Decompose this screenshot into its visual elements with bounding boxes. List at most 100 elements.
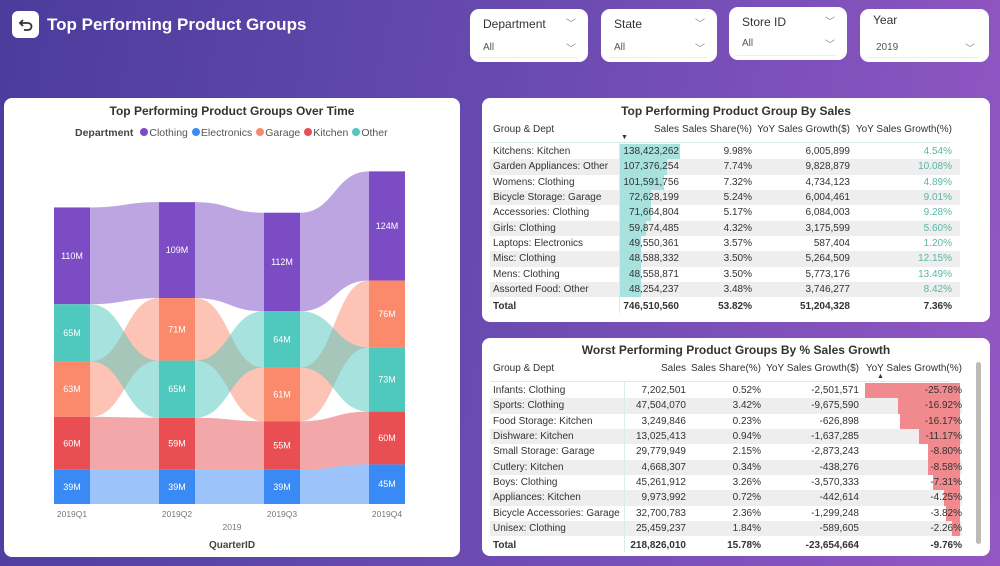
chevron-down-icon[interactable]: ﹀ <box>566 19 576 30</box>
table-row[interactable]: Cutlery: Kitchen 4,668,307 0.34% -438,276 -8… <box>490 459 962 476</box>
segment-other[interactable] <box>369 347 405 412</box>
ribbon-kitchen[interactable] <box>195 417 264 470</box>
ribbon-other[interactable] <box>195 311 264 418</box>
table-row[interactable]: Accessories: Clothing 71,664,804 5.17% 6,08… <box>490 205 960 221</box>
segment-garage[interactable] <box>369 280 405 348</box>
segment-clothing[interactable] <box>54 207 90 305</box>
legend-item-garage[interactable]: Garage <box>256 127 300 139</box>
table-row[interactable]: Small Storage: Garage 29,779,949 2.15% -2,8… <box>490 444 962 460</box>
segment-electronics[interactable] <box>159 469 195 504</box>
ribbon-clothing[interactable] <box>90 202 159 305</box>
chevron-down-icon[interactable]: ﹀ <box>566 44 576 55</box>
yoy-growth-dollars-cell: -442,614 <box>819 492 859 504</box>
worst-table: Group & Dept Sales Sales Share(%) YoY Sales… <box>490 360 962 555</box>
segment-clothing[interactable] <box>264 212 300 312</box>
segment-kitchen[interactable] <box>264 421 300 470</box>
ribbon-kitchen[interactable] <box>90 416 159 470</box>
chevron-down-icon[interactable]: ﹀ <box>825 40 835 51</box>
segment-other[interactable] <box>264 311 300 368</box>
ribbon-clothing[interactable] <box>300 171 369 312</box>
year-slicer[interactable]: Year 2019 ﹀ <box>860 9 989 62</box>
group-dept-cell: Misc: Clothing <box>493 253 556 265</box>
ribbon-electronics[interactable] <box>300 464 369 504</box>
sales-cell: 71,664,804 <box>628 207 679 219</box>
slicer-dropdown[interactable] <box>478 36 578 58</box>
ribbon-electronics[interactable] <box>90 469 159 504</box>
table-row[interactable]: Garden Appliances: Other 107,376,254 7.74%… <box>490 159 960 175</box>
segment-electronics[interactable] <box>54 469 90 504</box>
sales-cell: 4,668,307 <box>641 461 687 473</box>
column-header[interactable]: YoY Sales Growth(%) <box>865 363 962 374</box>
segment-garage[interactable] <box>54 361 90 417</box>
column-header[interactable]: YoY Sales Growth($) <box>766 363 859 374</box>
ribbon-kitchen[interactable] <box>300 411 369 470</box>
table-row[interactable]: Sports: Clothing 47,504,070 3.42% -9,675,59… <box>490 398 962 414</box>
ribbon-other[interactable] <box>90 304 159 418</box>
chart-legend: Department Clothing Electronics Garage Kitc… <box>75 127 388 139</box>
group-dept-cell: Unisex: Clothing <box>493 523 566 535</box>
column-header[interactable]: Sales <box>653 124 679 135</box>
table-row[interactable]: Misc: Clothing 48,588,332 3.50% 5,264,509 12… <box>490 251 960 267</box>
column-header[interactable]: YoY Sales Growth(%) <box>855 124 952 135</box>
legend-item-clothing[interactable]: Clothing <box>140 127 188 139</box>
legend-item-kitchen[interactable]: Kitchen <box>304 127 348 139</box>
data-label: 65M <box>168 384 186 394</box>
table-row[interactable]: Girls: Clothing 59,874,485 4.32% 3,175,599 5… <box>490 220 960 237</box>
department-slicer[interactable]: Department ﹀ All ﹀ <box>470 9 588 62</box>
table-row[interactable]: Laptops: Electronics 49,550,361 3.57% 587,4… <box>490 236 960 252</box>
sort-asc-icon[interactable]: ▲ <box>877 373 884 380</box>
slicer-dropdown[interactable] <box>609 36 707 58</box>
sales-share-cell: 1.84% <box>732 523 761 535</box>
column-header[interactable]: Sales Share(%) <box>690 363 761 374</box>
data-label: 60M <box>63 438 81 448</box>
chevron-down-icon[interactable]: ﹀ <box>825 17 835 28</box>
legend-title: Department <box>75 127 134 139</box>
table-row[interactable]: Boys: Clothing 45,261,912 3.26% -3,570,333 -… <box>490 475 962 491</box>
ribbon-other[interactable] <box>300 311 369 412</box>
column-header[interactable]: Group & Dept <box>493 124 555 135</box>
data-label: 61M <box>273 389 291 399</box>
table-row[interactable]: Womens: Clothing 101,591,756 7.32% 4,734,12… <box>490 174 960 190</box>
scrollbar[interactable] <box>976 362 981 544</box>
column-header[interactable]: Sales <box>660 363 686 374</box>
segment-garage[interactable] <box>264 367 300 422</box>
column-header[interactable]: Sales Share(%) <box>681 124 752 135</box>
segment-garage[interactable] <box>159 298 195 361</box>
segment-electronics[interactable] <box>264 469 300 504</box>
table-row[interactable]: Unisex: Clothing 25,459,237 1.84% -589,605 -… <box>490 521 962 537</box>
legend-item-other[interactable]: Other <box>352 127 388 139</box>
segment-kitchen[interactable] <box>369 411 405 465</box>
table-row[interactable]: Bicycle Storage: Garage 72,628,199 5.24% 6,… <box>490 190 960 206</box>
store-id-slicer[interactable]: Store ID ﹀ All ﹀ <box>729 7 847 60</box>
segment-other[interactable] <box>54 304 90 362</box>
segment-other[interactable] <box>159 360 195 418</box>
slicer-dropdown[interactable] <box>868 36 979 58</box>
table-row[interactable]: Infants: Clothing 7,202,501 0.52% -2,501,57… <box>490 383 962 399</box>
sales-cell: 107,376,254 <box>623 161 679 173</box>
slicer-dropdown[interactable] <box>737 34 837 56</box>
table-row[interactable]: Mens: Clothing 48,558,871 3.50% 5,773,176 13… <box>490 266 960 283</box>
segment-electronics[interactable] <box>369 464 405 504</box>
segment-kitchen[interactable] <box>159 417 195 470</box>
table-row[interactable]: Food Storage: Kitchen 3,249,846 0.23% -626,… <box>490 413 962 429</box>
chevron-down-icon[interactable]: ﹀ <box>695 19 705 30</box>
ribbon-electronics[interactable] <box>195 469 264 504</box>
table-row[interactable]: Bicycle Accessories: Garage 32,700,783 2.3… <box>490 505 962 522</box>
ribbon-clothing[interactable] <box>195 202 264 312</box>
sales-share-cell: 0.23% <box>732 415 761 427</box>
column-header[interactable]: Group & Dept <box>493 363 555 374</box>
legend-item-electronics[interactable]: Electronics <box>191 127 252 139</box>
segment-clothing[interactable] <box>159 202 195 299</box>
sort-desc-icon[interactable]: ▼ <box>621 134 628 141</box>
table-row[interactable]: Assorted Food: Other 48,254,237 3.48% 3,746… <box>490 282 960 298</box>
column-header[interactable]: YoY Sales Growth($) <box>757 124 850 135</box>
chevron-down-icon[interactable]: ﹀ <box>965 44 975 55</box>
segment-clothing[interactable] <box>369 171 405 281</box>
table-row[interactable]: Kitchens: Kitchen 138,423,262 9.98% 6,005,8… <box>490 144 960 160</box>
state-slicer[interactable]: State ﹀ All ﹀ <box>601 9 717 62</box>
chevron-down-icon[interactable]: ﹀ <box>695 44 705 55</box>
table-row[interactable]: Appliances: Kitchen 9,973,992 0.72% -442,61… <box>490 490 962 506</box>
back-button[interactable] <box>12 11 39 38</box>
segment-kitchen[interactable] <box>54 416 90 470</box>
table-row[interactable]: Dishware: Kitchen 13,025,413 0.94% -1,637,2… <box>490 429 962 445</box>
